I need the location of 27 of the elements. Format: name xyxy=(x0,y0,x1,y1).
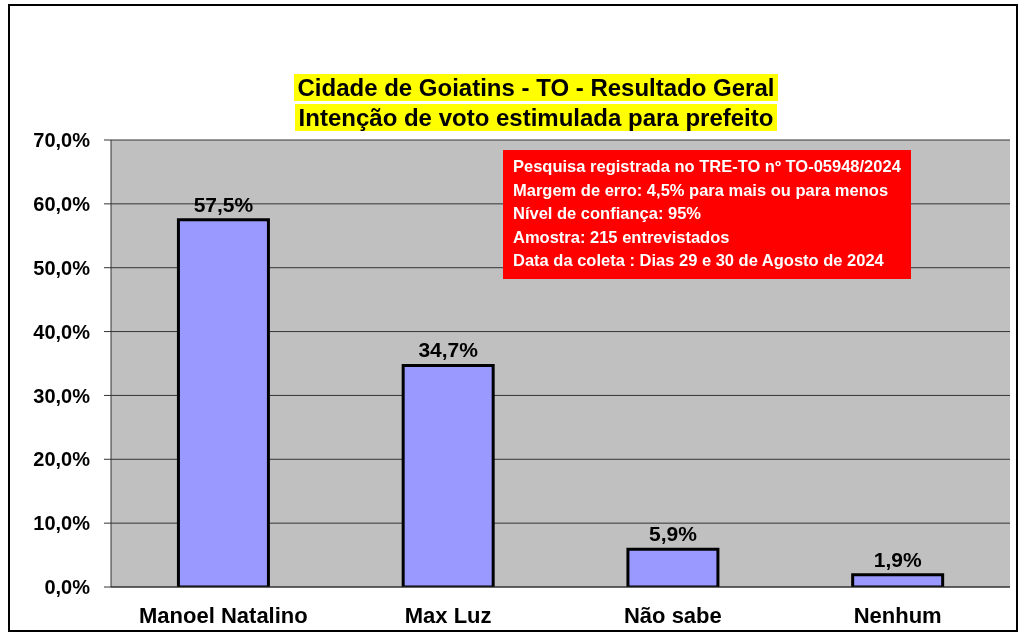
bar xyxy=(851,573,945,587)
data-label: 57,5% xyxy=(193,192,254,216)
y-tick-label: 0,0% xyxy=(44,576,91,599)
bar xyxy=(176,218,270,587)
bar xyxy=(401,363,495,587)
y-tick-label: 10,0% xyxy=(33,512,91,535)
x-tick-label: Manoel Natalino xyxy=(139,602,308,628)
y-tick-label: 60,0% xyxy=(33,192,91,215)
y-tick-label: 40,0% xyxy=(33,320,91,343)
y-tick-label: 20,0% xyxy=(33,448,91,471)
x-tick-label: Max Luz xyxy=(404,602,492,628)
annotation: Data da coleta : Dias 29 e 30 de Agosto de 2024 xyxy=(513,250,885,271)
data-label: 34,7% xyxy=(418,338,479,362)
chart-title: Cidade de Goiatins - TO - Resultado Geral xyxy=(293,74,779,101)
annotation: Margem de erro: 4,5% para mais ou para menos xyxy=(513,179,890,201)
data-label: 1,9% xyxy=(873,547,922,571)
data-label: 5,9% xyxy=(648,522,698,546)
bar xyxy=(626,547,720,587)
y-tick-label: 70,0% xyxy=(33,129,91,152)
annotation: Nível de confiança: 95% xyxy=(513,203,702,224)
chart-subtitle: Intenção de voto estimulada para prefeito xyxy=(294,104,778,131)
x-tick-label: Não sabe xyxy=(623,602,722,628)
y-tick-label: 30,0% xyxy=(33,384,91,407)
x-tick-label: Nenhum xyxy=(853,602,942,628)
annotation: Pesquisa registrada no TRE-TO nº TO-05948/2024 xyxy=(513,156,901,177)
y-tick-label: 50,0% xyxy=(33,256,91,279)
annotation: Amostra: 215 entrevistados xyxy=(513,226,731,248)
